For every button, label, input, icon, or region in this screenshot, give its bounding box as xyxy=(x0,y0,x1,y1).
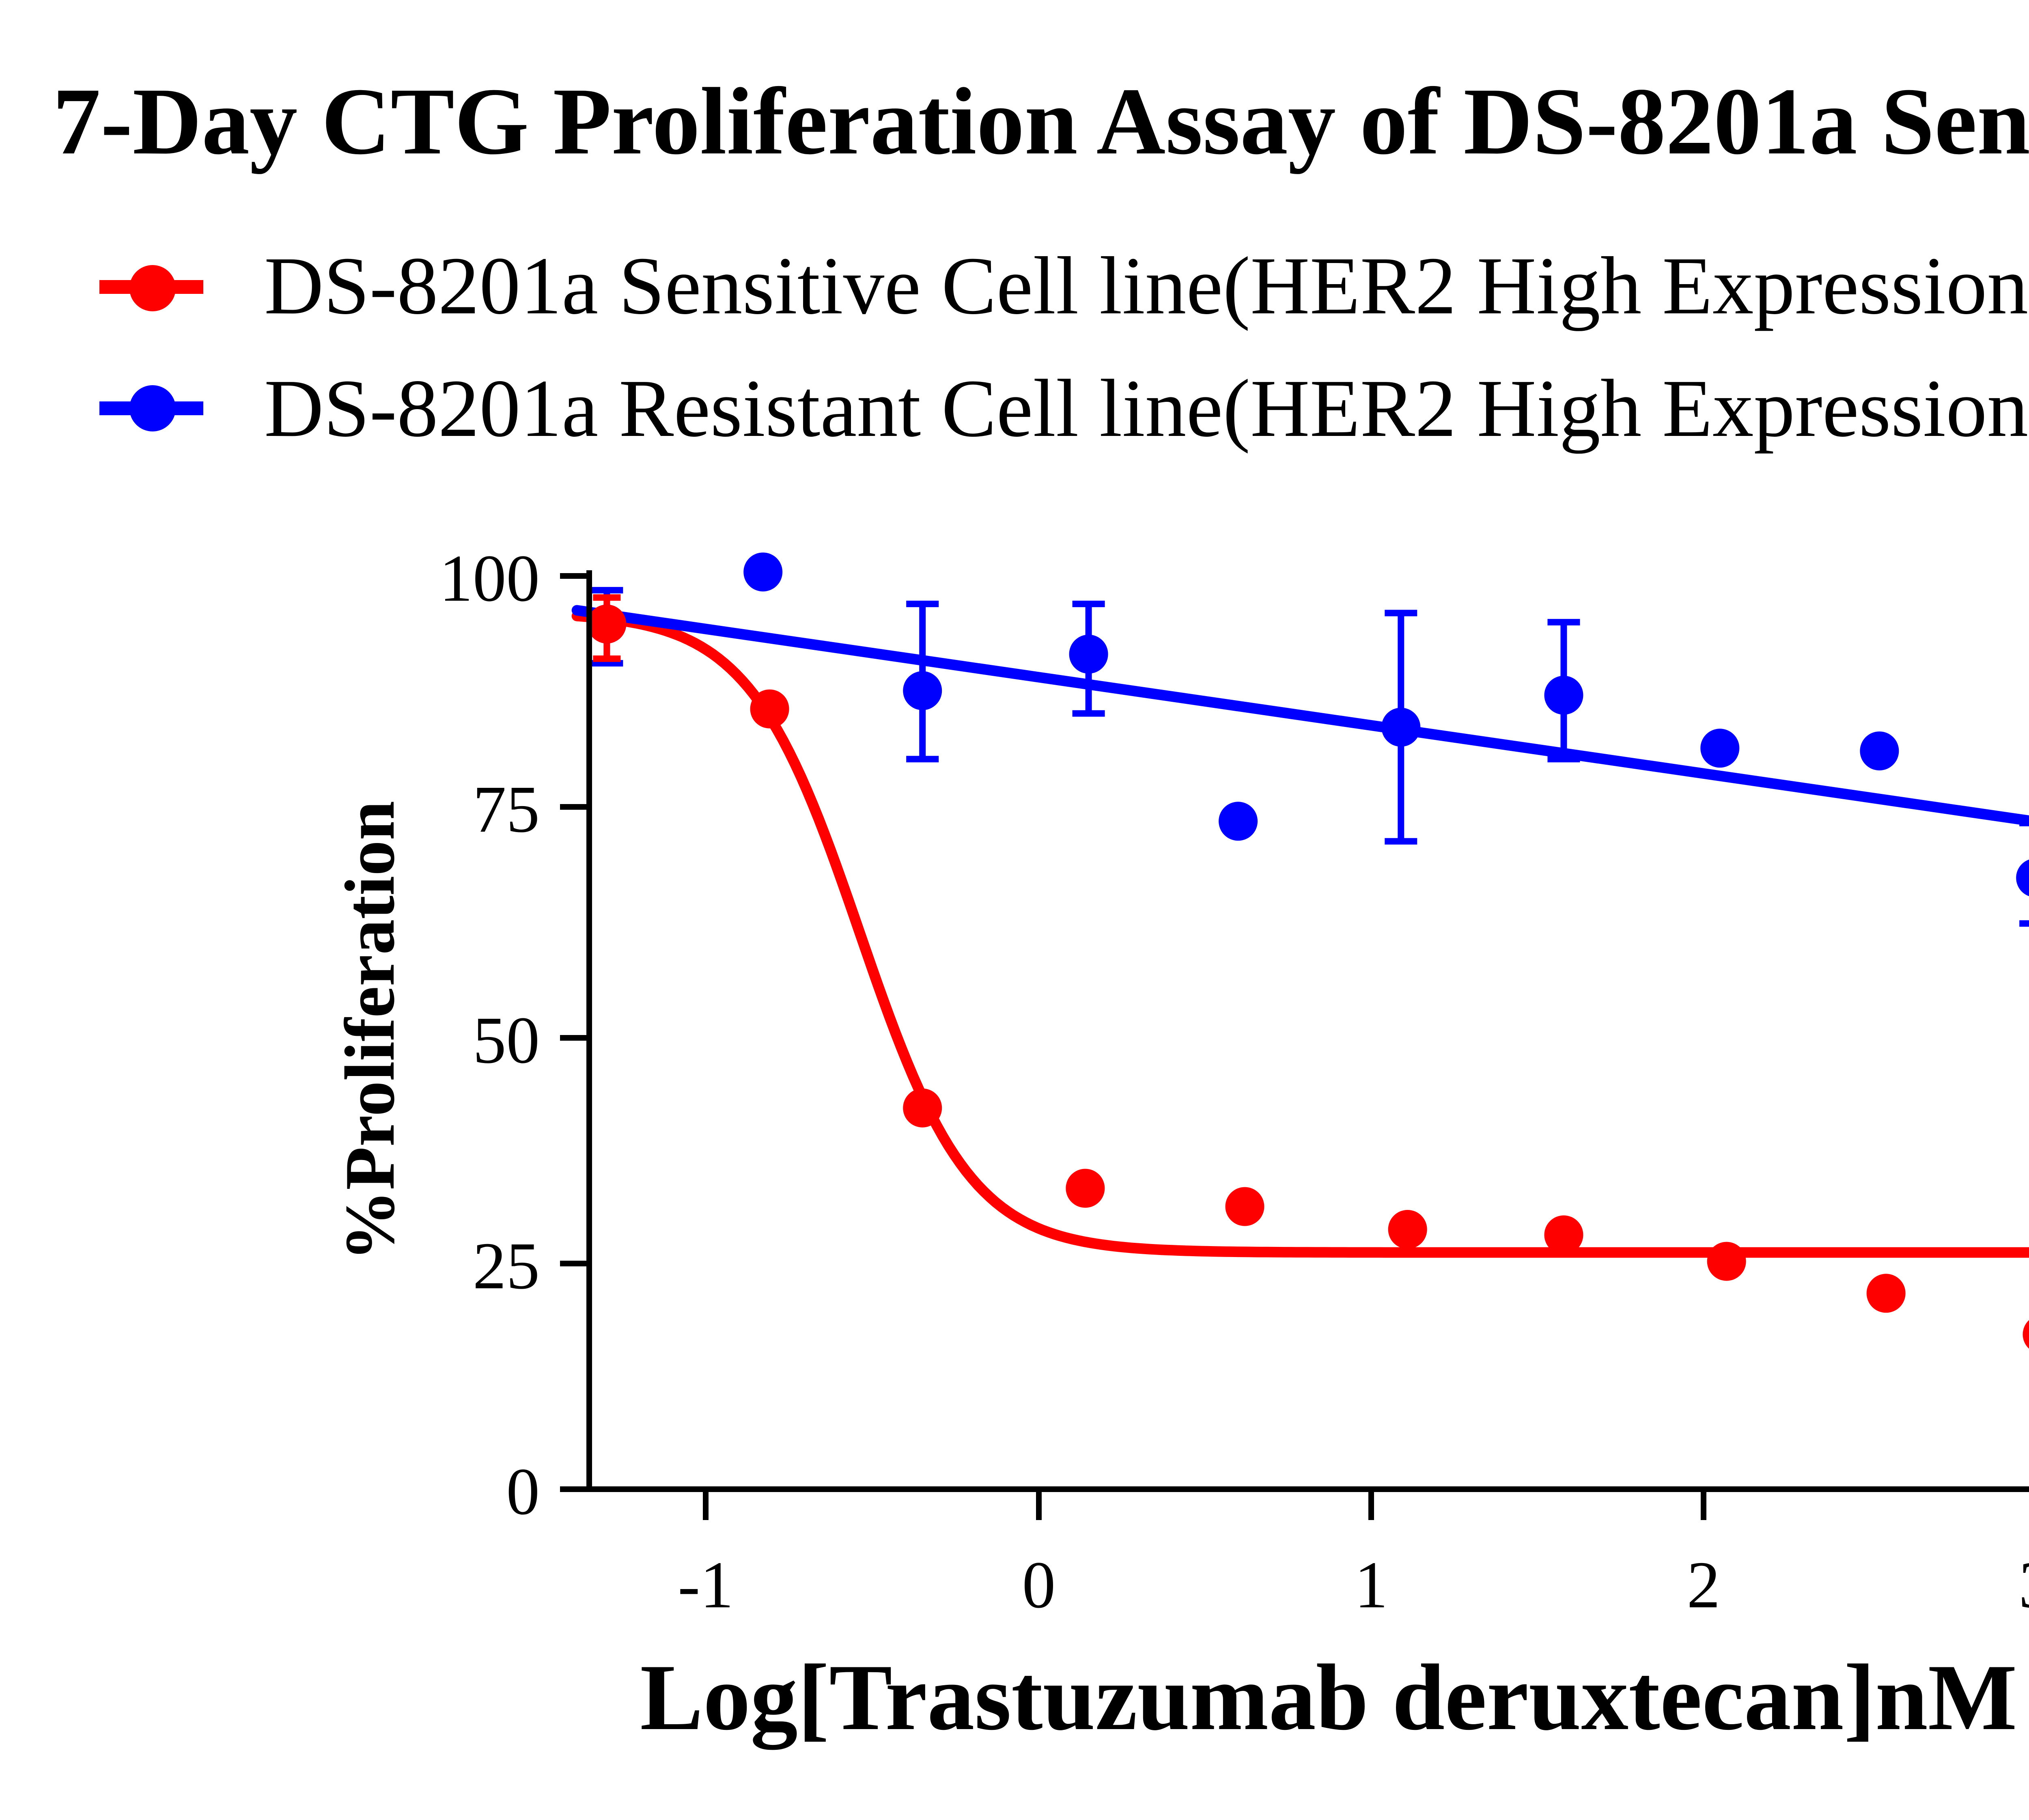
svg-text:75: 75 xyxy=(473,772,540,846)
svg-text:1: 1 xyxy=(1355,1548,1388,1622)
svg-text:-1: -1 xyxy=(678,1548,733,1622)
svg-text:100: 100 xyxy=(439,541,540,615)
svg-text:0: 0 xyxy=(1022,1548,1056,1622)
svg-text:50: 50 xyxy=(473,1003,540,1077)
svg-text:0: 0 xyxy=(506,1454,540,1529)
svg-text:2: 2 xyxy=(1687,1548,1721,1622)
svg-text:3: 3 xyxy=(2019,1548,2029,1622)
svg-text:%Proliferation: %Proliferation xyxy=(330,801,409,1261)
svg-text:Log[Trastuzumab deruxtecan]nM: Log[Trastuzumab deruxtecan]nM xyxy=(640,1645,2017,1750)
svg-text:25: 25 xyxy=(473,1229,540,1303)
